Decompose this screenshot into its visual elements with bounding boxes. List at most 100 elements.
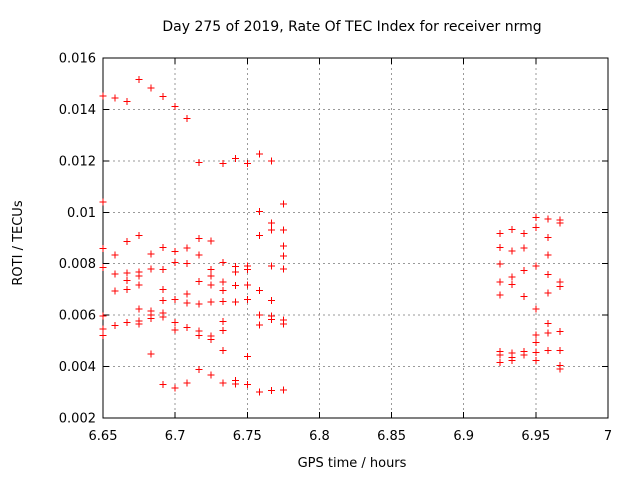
data-point-marker <box>556 283 564 291</box>
y-tick-label: 0.006 <box>59 309 96 324</box>
data-point-marker <box>267 386 275 394</box>
data-point-marker <box>496 359 504 367</box>
data-point-marker <box>231 281 239 289</box>
data-point-marker <box>171 318 179 326</box>
data-point-marker <box>279 242 287 250</box>
data-point-marker <box>496 243 504 251</box>
data-point-marker <box>159 286 167 294</box>
data-point-marker <box>496 229 504 237</box>
y-tick-label: 0.01 <box>67 206 96 221</box>
chart-title: Day 275 of 2019, Rate Of TEC Index for r… <box>162 19 541 35</box>
data-point-marker <box>255 311 263 319</box>
data-point-marker <box>171 247 179 255</box>
data-point-marker <box>123 318 131 326</box>
data-point-marker <box>147 250 155 258</box>
gridlines <box>103 58 608 418</box>
data-point-marker <box>496 260 504 268</box>
y-tick-label: 0.012 <box>59 154 96 169</box>
x-tick-label: 7 <box>604 429 612 444</box>
data-point-marker <box>135 281 143 289</box>
data-point-marker <box>520 351 528 359</box>
x-tick-label: 6.85 <box>377 429 406 444</box>
data-point-marker <box>508 357 516 365</box>
data-point-marker <box>532 214 540 222</box>
data-point-marker <box>219 258 227 266</box>
x-tick-labels: 6.65 6.7 6.75 6.8 6.85 6.9 6.95 7 <box>89 429 613 444</box>
data-point-marker <box>532 357 540 365</box>
y-tick-label: 0.004 <box>59 360 96 375</box>
data-point-marker <box>267 262 275 270</box>
data-point-marker <box>99 244 107 252</box>
data-point-marker <box>508 225 516 233</box>
data-point-marker <box>99 331 107 339</box>
plot-border <box>102 57 609 419</box>
x-tick-label: 6.7 <box>165 429 186 444</box>
data-point-marker <box>255 232 263 240</box>
data-point-marker <box>159 381 167 389</box>
data-point-marker <box>207 281 215 289</box>
data-point-marker <box>123 285 131 293</box>
data-point-marker <box>520 267 528 275</box>
data-point-marker <box>267 219 275 227</box>
data-point-marker <box>231 268 239 276</box>
data-point-marker <box>159 313 167 321</box>
data-point-marker <box>147 265 155 273</box>
data-point-marker <box>219 317 227 325</box>
x-tick-label: 6.9 <box>453 429 474 444</box>
data-point-marker <box>255 287 263 295</box>
data-point-marker <box>207 371 215 379</box>
data-point-marker <box>195 300 203 308</box>
data-point-marker <box>255 208 263 216</box>
data-point-marker <box>231 154 239 162</box>
data-point-marker <box>279 320 287 328</box>
data-point-marker <box>99 325 107 333</box>
data-point-marker <box>183 244 191 252</box>
y-tick-label: 0.014 <box>59 103 96 118</box>
y-axis-label: ROTI / TECUs <box>11 200 26 285</box>
data-point-marker <box>508 281 516 289</box>
data-point-marker <box>544 319 552 327</box>
data-points <box>99 75 564 396</box>
data-point-marker <box>532 305 540 313</box>
data-point-marker <box>147 84 155 92</box>
data-point-marker <box>496 351 504 359</box>
y-tick-labels: 0.002 0.004 0.006 0.008 0.01 0.012 0.014 0.016 <box>59 52 96 427</box>
data-point-marker <box>123 238 131 246</box>
x-tick-label: 6.8 <box>309 429 330 444</box>
data-point-marker <box>195 365 203 373</box>
data-point-marker <box>544 347 552 355</box>
data-point-marker <box>532 262 540 270</box>
data-point-marker <box>183 114 191 122</box>
data-point-marker <box>123 277 131 285</box>
data-point-marker <box>111 94 119 102</box>
data-point-marker <box>544 215 552 223</box>
data-point-marker <box>532 349 540 357</box>
data-point-marker <box>159 243 167 251</box>
data-point-marker <box>243 265 251 273</box>
data-point-marker <box>267 316 275 324</box>
data-point-marker <box>123 98 131 106</box>
data-point-marker <box>207 336 215 344</box>
data-point-marker <box>159 265 167 273</box>
data-point-marker <box>279 200 287 208</box>
data-point-marker <box>496 278 504 286</box>
data-point-marker <box>195 234 203 242</box>
data-point-marker <box>207 298 215 306</box>
data-point-marker <box>243 296 251 304</box>
data-point-marker <box>195 159 203 167</box>
data-point-marker <box>183 299 191 307</box>
x-axis-label: GPS time / hours <box>298 456 407 471</box>
data-point-marker <box>544 289 552 297</box>
axis-ticks <box>102 57 609 419</box>
data-point-marker <box>195 251 203 259</box>
data-point-marker <box>159 92 167 100</box>
data-point-marker <box>219 278 227 286</box>
data-point-marker <box>508 273 516 281</box>
data-point-marker <box>147 314 155 322</box>
data-point-marker <box>135 305 143 313</box>
data-point-marker <box>219 347 227 355</box>
data-point-marker <box>171 326 179 334</box>
data-point-marker <box>520 292 528 300</box>
